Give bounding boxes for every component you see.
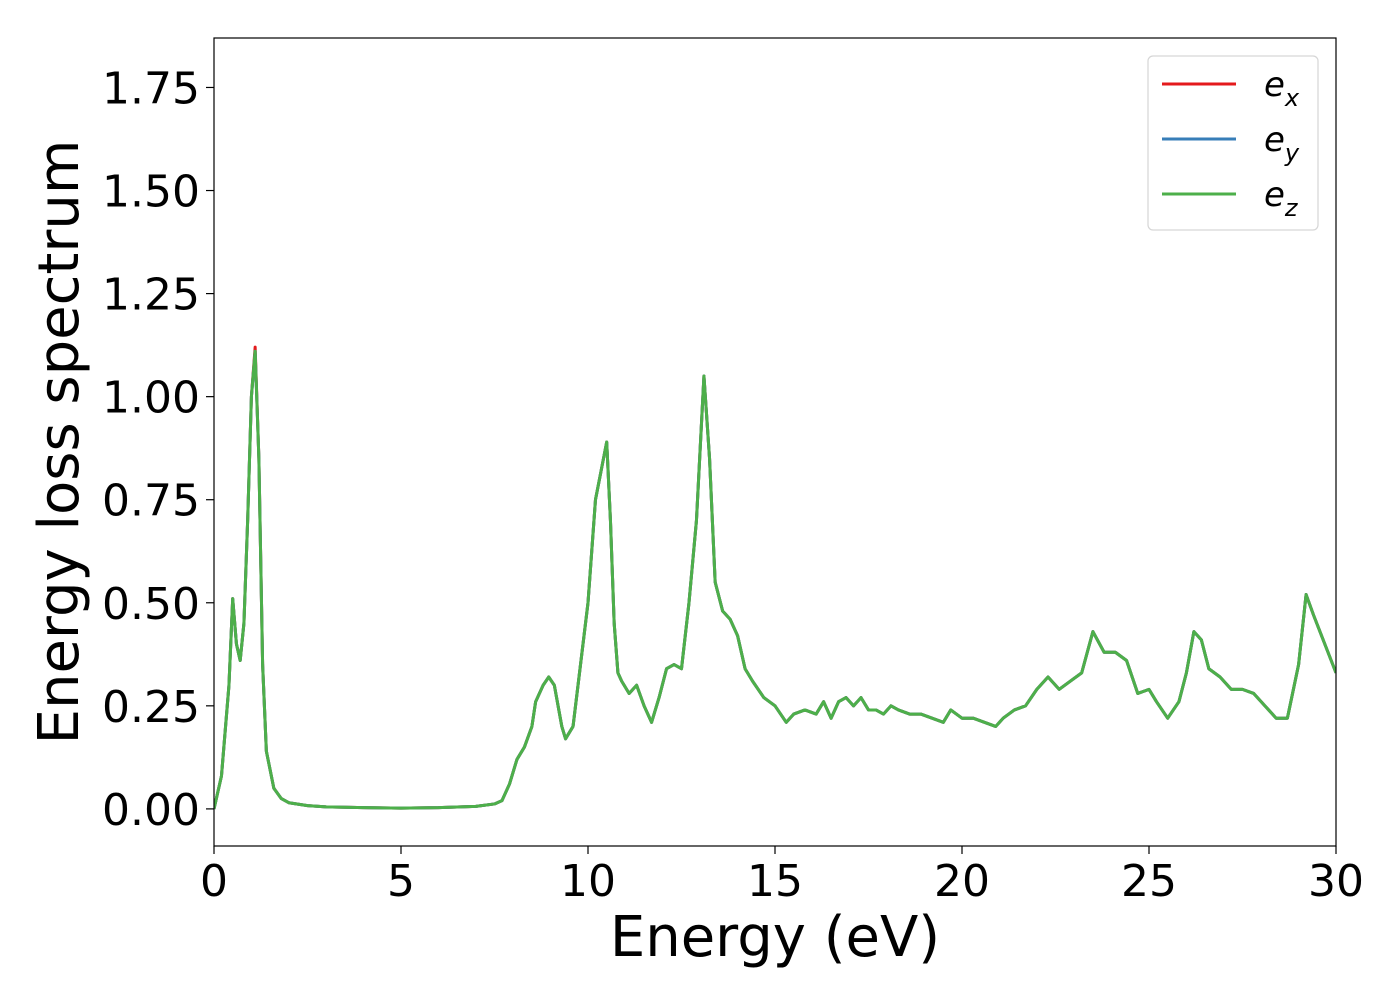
legend-label-base: e (1264, 175, 1285, 215)
y-tick-label: 1.75 (102, 63, 200, 114)
x-tick-label: 10 (560, 856, 616, 907)
x-tick-label: 5 (387, 856, 415, 907)
y-axis: 0.00 0.25 0.50 0.75 1.00 1.25 1.50 1.75 (102, 63, 214, 836)
y-tick-label: 0.50 (102, 579, 200, 630)
legend-label-e-z: ez (1264, 175, 1299, 222)
legend-label-e-y: ey (1264, 120, 1300, 167)
plot-area (214, 345, 1336, 810)
y-tick-label: 0.75 (102, 476, 200, 527)
y-tick-label: 0.00 (102, 785, 200, 836)
legend-label-base: e (1264, 65, 1285, 105)
series-line-e-y (214, 349, 1336, 810)
legend-label-sub: y (1284, 139, 1300, 167)
y-tick-label: 0.25 (102, 682, 200, 733)
legend-label-base: e (1264, 120, 1285, 160)
x-tick-label: 20 (934, 856, 990, 907)
series-line-e-z (214, 349, 1336, 810)
legend-label-e-x: ex (1264, 65, 1300, 112)
y-tick-label: 1.00 (102, 373, 200, 424)
legend-box (1147, 55, 1319, 231)
x-tick-label: 25 (1121, 856, 1177, 907)
x-tick-label: 30 (1308, 856, 1364, 907)
y-tick-label: 1.25 (102, 270, 200, 321)
y-axis-title: Energy loss spectrum (27, 140, 92, 745)
x-axis: 0 5 10 15 20 25 30 (200, 846, 1364, 907)
x-tick-label: 15 (747, 856, 803, 907)
y-tick-label: 1.50 (102, 167, 200, 218)
legend-label-sub: z (1284, 194, 1299, 222)
legend-label-sub: x (1284, 84, 1300, 112)
x-axis-title: Energy (eV) (610, 905, 940, 970)
x-tick-label: 0 (200, 856, 228, 907)
series-line-e-x (214, 345, 1336, 810)
